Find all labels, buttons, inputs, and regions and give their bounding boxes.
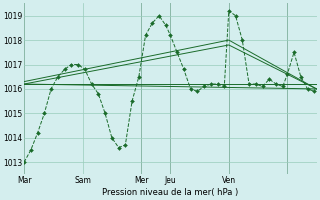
X-axis label: Pression niveau de la mer( hPa ): Pression niveau de la mer( hPa ) [102, 188, 238, 197]
